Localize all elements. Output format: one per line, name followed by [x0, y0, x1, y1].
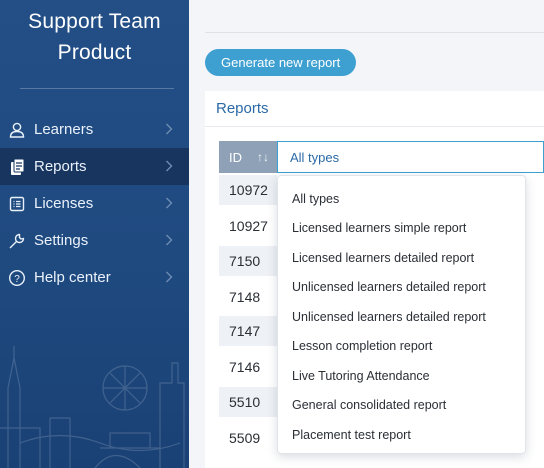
- dropdown-option-all-types[interactable]: All types: [292, 191, 340, 206]
- dropdown-option-licensed-detailed[interactable]: Licensed learners detailed report: [292, 250, 475, 265]
- brand-title-line2: Product: [57, 41, 132, 64]
- sidebar-item-label: Help center: [34, 269, 111, 286]
- row-id: 10972: [229, 182, 268, 198]
- id-column-header[interactable]: ID ↑↓: [219, 141, 277, 173]
- row-id: 7147: [229, 323, 261, 339]
- city-skyline-illustration: [0, 346, 185, 468]
- sidebar-item-settings[interactable]: Settings: [0, 222, 189, 259]
- panel-title: Reports: [216, 100, 269, 117]
- sidebar-item-reports[interactable]: Reports: [0, 148, 189, 185]
- dropdown-option-live-tutoring[interactable]: Live Tutoring Attendance: [292, 368, 430, 383]
- dropdown-option-general-consolidated[interactable]: General consolidated report: [292, 398, 447, 413]
- chevron-right-icon: [162, 122, 176, 136]
- chevron-right-icon: [162, 196, 176, 210]
- dropdown-option-unlicensed-detailed[interactable]: Unlicensed learners detailed report: [292, 280, 486, 295]
- dropdown-option-licensed-simple[interactable]: Licensed learners simple report: [292, 221, 467, 236]
- id-header-label: ID: [229, 149, 242, 165]
- row-id: 10927: [229, 218, 268, 234]
- panel-divider: [205, 126, 544, 127]
- sort-icon[interactable]: ↑↓: [257, 150, 269, 164]
- report-icon: [7, 157, 27, 177]
- sidebar-item-help-center[interactable]: ? Help center: [0, 259, 189, 296]
- table-row[interactable]: 5510: [219, 387, 277, 417]
- license-icon: [7, 194, 27, 214]
- brand-title-line1: Support Team: [28, 10, 161, 33]
- sidebar-item-label: Learners: [34, 121, 94, 138]
- table-row[interactable]: 7150: [219, 246, 277, 276]
- row-id: 7148: [229, 289, 261, 305]
- row-id: 5509: [229, 430, 261, 446]
- brand: Support Team Product: [0, 0, 189, 68]
- type-filter-value: All types: [290, 149, 340, 165]
- table-row[interactable]: 10972: [219, 175, 277, 205]
- sidebar: Support Team Product Learners Reports Li…: [0, 0, 189, 468]
- chevron-right-icon: [162, 270, 176, 284]
- type-filter-select[interactable]: All types: [277, 141, 544, 173]
- dropdown-option-lesson-completion[interactable]: Lesson completion report: [292, 339, 433, 354]
- row-id: 7150: [229, 253, 261, 269]
- wrench-icon: [7, 231, 27, 251]
- sidebar-item-label: Settings: [34, 232, 89, 249]
- table-row[interactable]: 10927: [219, 211, 277, 241]
- sidebar-item-licenses[interactable]: Licenses: [0, 185, 189, 222]
- table-row[interactable]: 7146: [219, 352, 277, 382]
- dropdown-option-placement-test[interactable]: Placement test report: [292, 427, 411, 442]
- dropdown-option-unlicensed-detailed-2[interactable]: Unlicensed learners detailed report: [292, 309, 486, 324]
- sidebar-item-label: Reports: [34, 158, 87, 175]
- chevron-right-icon: [162, 233, 176, 247]
- generate-report-button[interactable]: Generate new report: [205, 49, 357, 76]
- chevron-right-icon: [162, 159, 176, 173]
- user-icon: [7, 120, 27, 140]
- svg-text:?: ?: [14, 274, 20, 285]
- sidebar-item-learners[interactable]: Learners: [0, 111, 189, 148]
- table-row[interactable]: 7147: [219, 316, 277, 346]
- table-row[interactable]: 7148: [219, 282, 277, 312]
- sidebar-item-label: Licenses: [34, 195, 94, 212]
- header-divider: [205, 32, 544, 33]
- sidebar-nav: Learners Reports Licenses Settings: [0, 111, 189, 296]
- row-id: 7146: [229, 359, 261, 375]
- row-id: 5510: [229, 394, 261, 410]
- type-dropdown-menu: All types Licensed learners simple repor…: [277, 175, 526, 454]
- table-row[interactable]: 5509: [219, 423, 277, 453]
- question-icon: ?: [7, 268, 27, 288]
- brand-divider: [20, 88, 174, 89]
